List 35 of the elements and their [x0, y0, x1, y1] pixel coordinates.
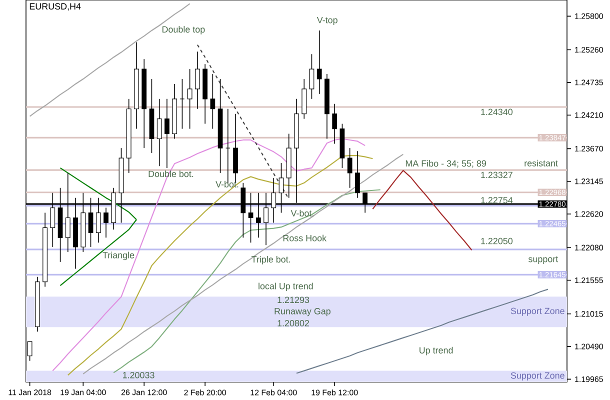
- annotation: local Up trend: [258, 282, 313, 292]
- candlestick: [347, 148, 352, 188]
- candlestick: [355, 150, 360, 198]
- candlestick: [316, 30, 322, 94]
- annotation: Triangle: [102, 252, 134, 260]
- annotation: 1.21293: [278, 296, 310, 304]
- line-series: [29, 3, 190, 117]
- chart-title: EURUSD,H4: [30, 3, 81, 11]
- annotation: resistant: [524, 160, 558, 166]
- annotation: Triple bot.: [252, 256, 290, 264]
- annotation: support: [528, 256, 558, 264]
- annotation: 1.20033: [123, 372, 154, 378]
- annotation: 1.22050: [481, 238, 513, 244]
- candlestick: [104, 207, 108, 238]
- annotation: Runaway Gap: [274, 308, 330, 316]
- annotation: Up trend: [420, 346, 453, 356]
- candlestick: [164, 98, 170, 168]
- band-label: Support Zone: [510, 308, 564, 316]
- annotation: 1.24340: [481, 108, 513, 116]
- candlestick: [309, 54, 314, 100]
- candlestick: [210, 74, 216, 130]
- annotation: V-top: [316, 16, 338, 26]
- annotation: MA Fibo - 34; 55; 89: [406, 160, 486, 168]
- candlestick: [195, 51, 200, 110]
- annotation: 1.23327: [481, 172, 512, 178]
- annotation: V-bot.: [290, 210, 314, 216]
- annotation: Double top: [162, 26, 205, 34]
- band-label: Support Zone: [510, 372, 564, 380]
- candlestick: [187, 68, 192, 130]
- line-series: [372, 170, 472, 251]
- candlestick: [156, 98, 162, 167]
- annotation: Ross Hook: [283, 234, 327, 242]
- annotation: 1.20802: [278, 320, 309, 326]
- annotation: 1.22754: [481, 196, 513, 204]
- candlestick: [332, 103, 338, 144]
